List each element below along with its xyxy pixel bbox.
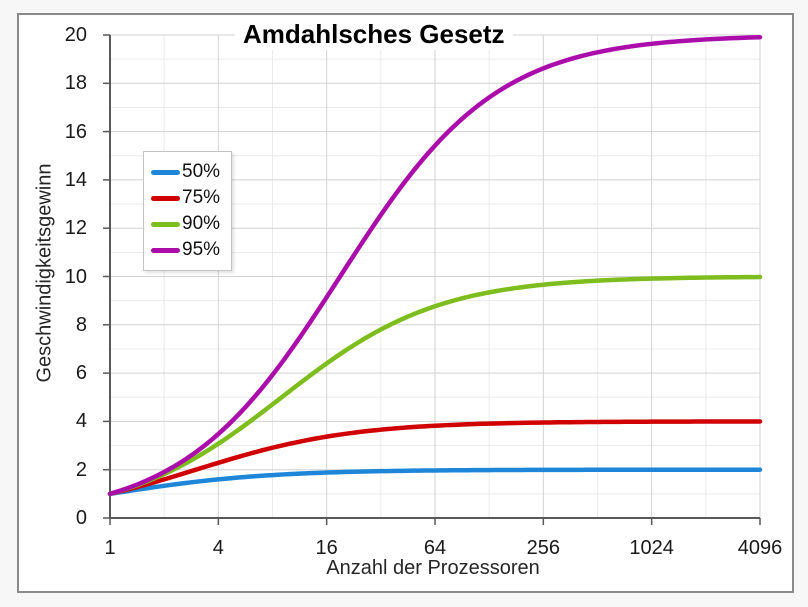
chart-plot-area <box>103 34 763 525</box>
x-tick-label: 1024 <box>629 537 674 559</box>
legend-line-swatch-icon <box>151 221 180 227</box>
x-tick-label: 16 <box>315 537 338 559</box>
series-line-50% <box>107 467 763 497</box>
y-tick-label: 8 <box>75 313 87 336</box>
y-tick-label: 12 <box>64 217 87 240</box>
chart-container: Amdahlsches Gesetz Geschwindigkeitsgewin… <box>17 13 794 593</box>
x-axis-title: Anzahl der Prozessoren <box>326 557 540 579</box>
y-tick-label: 18 <box>64 72 87 95</box>
legend-line-swatch-icon <box>151 169 180 175</box>
legend-item-50%: 50% <box>151 159 220 185</box>
legend-line-swatch-icon <box>151 247 180 253</box>
y-tick-label: 10 <box>64 265 87 288</box>
y-tick-label: 0 <box>75 507 87 529</box>
x-tick-label: 256 <box>526 537 561 559</box>
series-line-95% <box>107 34 763 497</box>
x-tick-label: 64 <box>423 537 447 559</box>
legend: 50% 75% 90% 95% <box>143 151 233 271</box>
x-tick-label: 4 <box>212 537 224 559</box>
y-tick-label: 16 <box>64 120 87 143</box>
chart-title: Amdahlsches Gesetz <box>235 19 513 50</box>
series-line-75% <box>107 419 763 497</box>
y-tick-label: 2 <box>75 458 87 481</box>
legend-item-75%: 75% <box>151 185 220 211</box>
x-tick-label: 1 <box>104 537 116 559</box>
y-tick-label: 6 <box>75 362 87 385</box>
legend-label: 75% <box>182 187 221 208</box>
y-tick-label: 14 <box>64 168 87 191</box>
legend-label: 50% <box>182 161 221 182</box>
x-tick-label: 4096 <box>737 537 783 559</box>
legend-line-swatch-icon <box>151 195 180 201</box>
y-tick-label: 20 <box>64 24 87 46</box>
series-line-90% <box>107 274 763 497</box>
legend-item-95%: 95% <box>151 237 220 263</box>
legend-label: 95% <box>182 239 221 260</box>
y-tick-label: 4 <box>75 410 87 433</box>
legend-label: 90% <box>182 213 221 234</box>
legend-item-90%: 90% <box>151 211 220 237</box>
